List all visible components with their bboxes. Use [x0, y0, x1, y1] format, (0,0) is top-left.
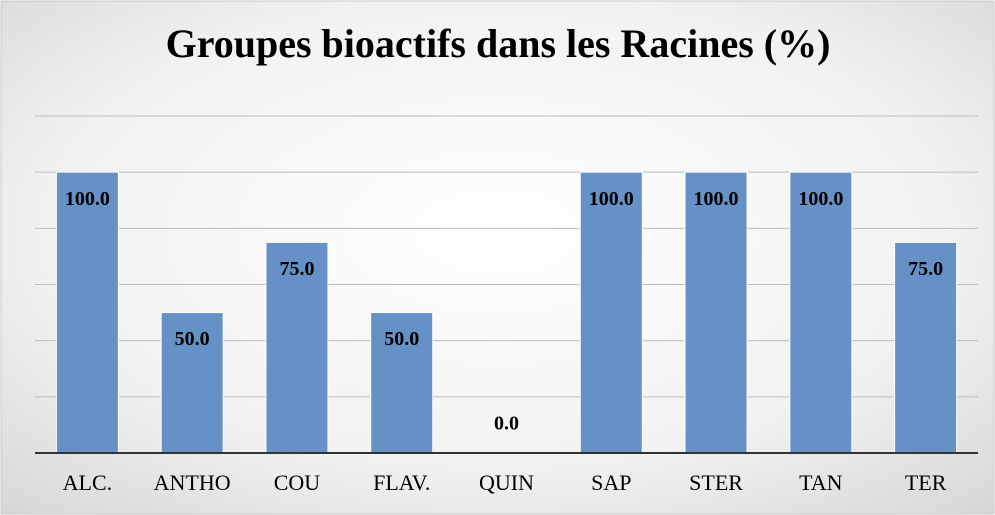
x-tick-label: QUIN — [479, 470, 534, 495]
x-tick-label: FLAV. — [373, 470, 430, 495]
data-label: 100.0 — [589, 188, 634, 210]
x-tick-label: TAN — [799, 470, 843, 495]
data-label: 50.0 — [175, 328, 210, 350]
data-label: 0.0 — [494, 413, 519, 435]
data-label: 50.0 — [384, 328, 419, 350]
bar — [265, 241, 329, 454]
bar — [370, 312, 434, 454]
x-tick-label: ALC. — [63, 470, 113, 495]
bar — [894, 241, 958, 454]
data-label: 75.0 — [908, 258, 943, 280]
x-tick-label: ANTHO — [154, 470, 231, 495]
x-tick-label: COU — [274, 470, 321, 495]
data-label: 100.0 — [65, 188, 110, 210]
data-label: 100.0 — [694, 188, 739, 210]
x-tick-label: SAP — [591, 470, 631, 495]
x-tick-label: STER — [689, 470, 743, 495]
bar — [789, 171, 853, 454]
bar — [579, 171, 643, 454]
bar — [160, 312, 224, 454]
data-label: 75.0 — [279, 258, 314, 280]
bar — [684, 171, 748, 454]
chart-title: Groupes bioactifs dans les Racines (%) — [166, 21, 831, 66]
bar — [55, 171, 119, 454]
data-label: 100.0 — [798, 188, 843, 210]
x-tick-label: TER — [905, 470, 947, 495]
